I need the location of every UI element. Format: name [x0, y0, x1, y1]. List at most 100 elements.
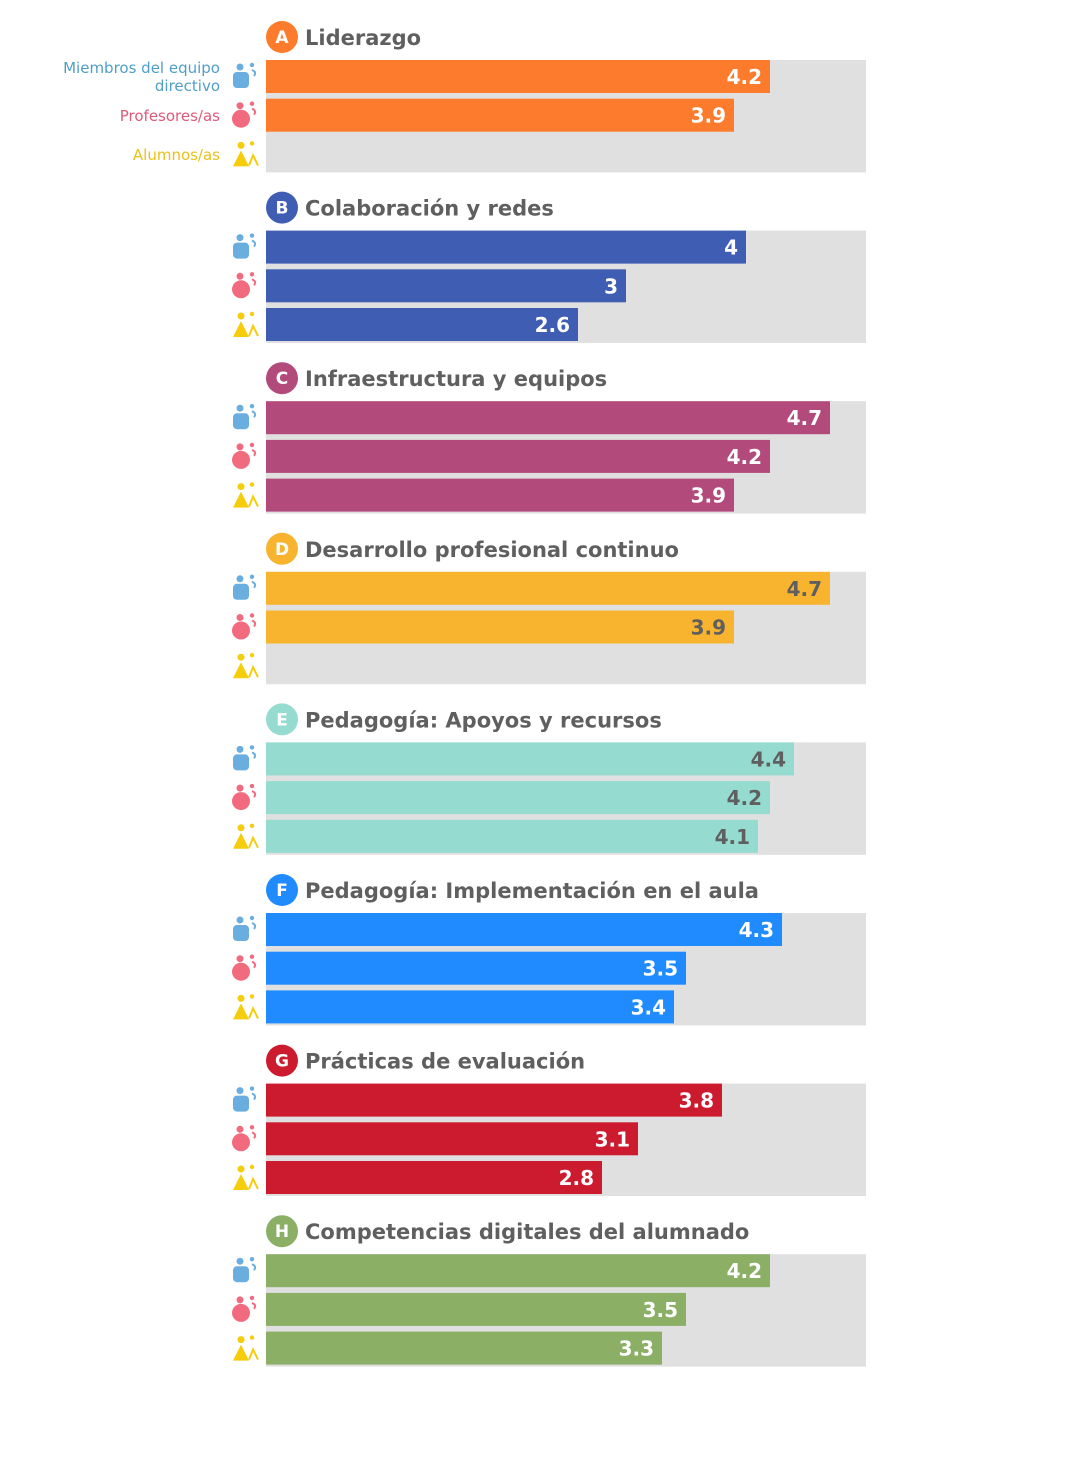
teacher-icon [232, 783, 257, 811]
bar-value-label: 4.2 [727, 1259, 762, 1283]
group-letter: G [275, 1052, 289, 1072]
bar [266, 571, 830, 605]
group-letter-badge [266, 191, 298, 224]
group-letter: A [275, 28, 289, 48]
bar-value-label: 3.5 [643, 1298, 678, 1322]
group-title: Liderazgo [305, 26, 421, 50]
bar-value-label: 3.1 [595, 1127, 630, 1151]
bar-value-label: 4.2 [727, 445, 762, 469]
bar [266, 478, 734, 512]
group-letter: D [275, 540, 289, 560]
group-letter: E [276, 710, 288, 730]
bar [266, 1292, 686, 1326]
group-letter-badge [266, 362, 298, 395]
group-letter: B [276, 199, 289, 219]
bar-value-label: 4.2 [727, 786, 762, 810]
bar [266, 98, 734, 132]
student-icon [233, 653, 259, 679]
group-title: Colaboración y redes [305, 197, 554, 221]
bar [266, 781, 770, 815]
bar [266, 819, 758, 853]
bar-value-label: 2.6 [535, 313, 570, 337]
leader-icon [233, 404, 257, 430]
bar [266, 401, 830, 435]
group-letter-badge [266, 703, 298, 736]
leader-icon [233, 574, 257, 600]
bar [266, 308, 578, 341]
bar-value-label: 3.5 [643, 957, 678, 981]
group-a: A Liderazgo 4.23.9 [232, 21, 866, 173]
group-d: D Desarrollo profesional continuo 4.7 3.9 [232, 532, 866, 685]
bar-value-label: 2.8 [559, 1166, 594, 1190]
bar [266, 610, 734, 644]
group-letter-badge [266, 1215, 298, 1248]
legend-label: Profesores/as [120, 107, 220, 125]
bar-value-label: 3 [604, 274, 618, 298]
student-icon [233, 1335, 259, 1361]
bar [266, 1254, 770, 1288]
bar [266, 1122, 638, 1156]
leader-icon [233, 62, 257, 88]
group-letter-badge [266, 874, 298, 906]
bar-value-label: 3.9 [691, 484, 726, 508]
group-title: Pedagogía: Implementación en el aula [305, 879, 759, 903]
bar [266, 990, 674, 1024]
student-icon [233, 482, 259, 508]
teacher-icon [232, 954, 257, 981]
bar-value-label: 3.9 [691, 104, 726, 128]
group-letter: C [276, 369, 288, 389]
group-letter: H [275, 1222, 289, 1242]
student-icon [233, 994, 259, 1020]
bar [266, 1083, 722, 1117]
group-b: B Colaboración y redes 4 3 2.6 [232, 191, 866, 343]
leader-icon [233, 233, 257, 259]
group-e: E Pedagogía: Apoyos y recursos 4.4 4.2 4.1 [232, 703, 866, 855]
student-icon [233, 311, 259, 337]
group-title: Desarrollo profesional continuo [305, 538, 679, 562]
legend-label: Miembros del equipo [63, 59, 220, 77]
bar [266, 439, 770, 473]
legend-label: Alumnos/as [133, 146, 220, 164]
bar-value-label: 4.4 [751, 747, 786, 771]
student-icon [233, 823, 259, 849]
bar-value-label: 4.3 [739, 918, 774, 942]
teacher-icon [232, 1125, 257, 1152]
teacher-icon [232, 101, 257, 128]
group-title: Prácticas de evaluación [305, 1050, 585, 1074]
bar-value-label: 4.2 [727, 65, 762, 89]
group-title: Competencias digitales del alumnado [305, 1220, 749, 1244]
bar-value-label: 3.9 [691, 616, 726, 640]
group-letter-badge [266, 532, 298, 565]
bar-value-label: 4 [724, 236, 738, 260]
group-title: Infraestructura y equipos [305, 367, 607, 391]
group-f: F Pedagogía: Implementación en el aula 4.3… [232, 874, 866, 1026]
leader-icon [233, 1257, 257, 1283]
bar-value-label: 4.1 [715, 825, 750, 849]
bar [266, 1161, 602, 1194]
bar [266, 269, 626, 303]
bar-value-label: 3.8 [679, 1089, 714, 1113]
legend-label: directivo [155, 77, 220, 95]
bar [266, 742, 794, 776]
teacher-icon [232, 1295, 257, 1322]
teacher-icon [232, 613, 257, 640]
group-letter-badge [266, 1044, 298, 1077]
bar [266, 1331, 662, 1365]
bar [266, 60, 770, 93]
leader-icon [233, 1086, 257, 1112]
group-letter: F [276, 881, 288, 901]
bar-value-label: 3.4 [631, 995, 666, 1019]
bar [266, 951, 686, 985]
teacher-icon [232, 442, 257, 469]
student-icon [233, 141, 259, 167]
bar-value-label: 4.7 [787, 577, 822, 601]
leader-icon [233, 745, 257, 771]
bar [266, 913, 782, 946]
bar-value-label: 4.7 [787, 406, 822, 430]
bar-value-label: 3.3 [619, 1337, 654, 1361]
group-letter-badge [266, 21, 298, 53]
student-icon [233, 1164, 259, 1190]
group-c: C Infraestructura y equipos 4.7 4.23.9 [232, 362, 866, 514]
group-g: G Prácticas de evaluación 3.8 3.12.8 [232, 1044, 866, 1196]
